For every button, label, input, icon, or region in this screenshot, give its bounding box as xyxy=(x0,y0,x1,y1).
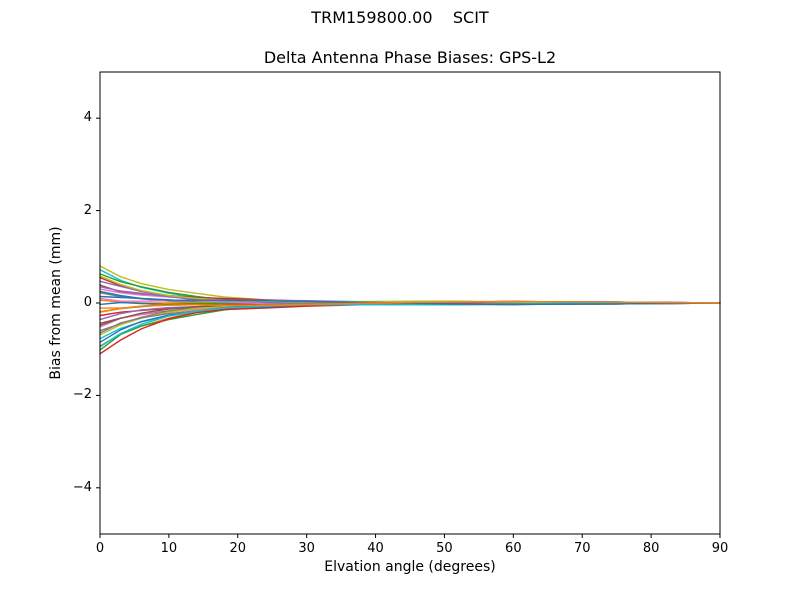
y-tick-label: −4 xyxy=(72,479,92,495)
x-tick-label: 0 xyxy=(95,541,105,556)
series-line-s32 xyxy=(99,300,721,313)
y-tick-label: 0 xyxy=(83,295,92,310)
x-tick-label: 50 xyxy=(436,541,453,556)
series-line-s18 xyxy=(99,300,721,332)
x-tick-label: 60 xyxy=(505,541,522,556)
y-tick-label: 2 xyxy=(83,202,92,218)
y-tick-label: −2 xyxy=(72,387,92,403)
x-tick-label: 70 xyxy=(573,541,591,556)
x-tick-label: 40 xyxy=(367,541,384,556)
x-tick-label: 30 xyxy=(298,541,315,556)
y-tick-label: 4 xyxy=(83,110,92,126)
x-tick-label: 10 xyxy=(160,541,178,556)
x-tick-label: 90 xyxy=(711,541,729,556)
axes-title: Delta Antenna Phase Biases: GPS-L2 xyxy=(263,48,557,67)
x-tick-label: 20 xyxy=(229,541,247,556)
series-line-s31 xyxy=(99,290,721,306)
x-axis-label: Elvation angle (degrees) xyxy=(324,559,496,575)
x-tick-label: 80 xyxy=(642,541,660,556)
figure-suptitle: TRM159800.00 SCIT xyxy=(311,8,489,27)
